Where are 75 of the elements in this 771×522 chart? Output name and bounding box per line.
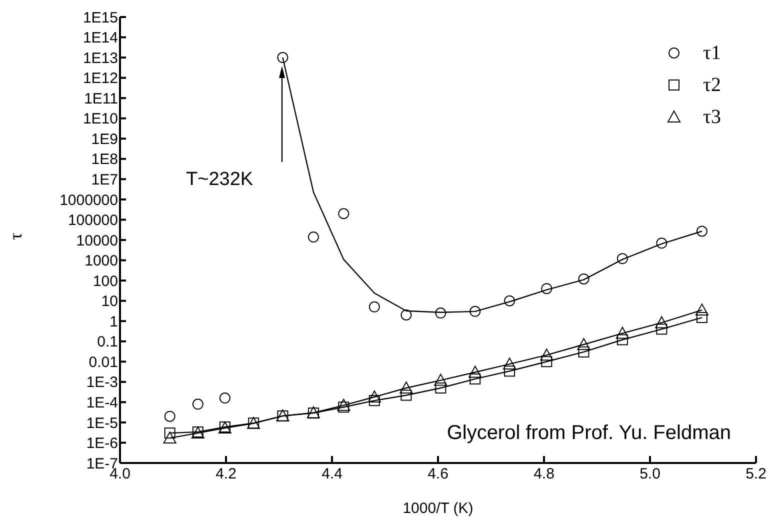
point (192, 398, 204, 410)
y-tick-label: 1000 (84, 252, 118, 270)
point (541, 356, 552, 368)
annotation: Glycerol from Prof. Yu. Feldman (446, 422, 731, 445)
y-tick-label: 1E10 (82, 110, 118, 128)
point (164, 428, 176, 439)
y-axis-title: τ (5, 232, 26, 240)
y-tick-label: 1E11 (84, 90, 118, 108)
x-tick-label: 5.0 (640, 466, 660, 483)
point (656, 324, 668, 335)
y-tick-label: 1E14 (82, 30, 118, 47)
y-tick-label: 1 (110, 313, 118, 330)
point (435, 308, 446, 319)
x-axis-title: 1000/T (K) (402, 500, 474, 517)
point (308, 232, 319, 243)
x-tick-label: 4.4 (322, 466, 342, 483)
point (696, 312, 708, 324)
point (503, 358, 516, 370)
legend-label: τ1 (702, 42, 721, 64)
point (541, 283, 552, 294)
point (337, 398, 350, 411)
point (577, 338, 590, 350)
point (338, 402, 350, 413)
point (434, 374, 448, 386)
y-tick-label: 1E7 (91, 172, 118, 189)
x-tick-label: 4.6 (428, 466, 448, 483)
y-tick-label: 1E-5 (86, 414, 118, 432)
y-tick-label: 1000000 (60, 192, 118, 209)
point (616, 334, 628, 346)
point (695, 304, 708, 316)
point (400, 309, 412, 320)
y-tick-label: 0.1 (97, 334, 118, 351)
point (219, 392, 230, 404)
point (277, 52, 288, 64)
y-tick-label: 100 (92, 272, 118, 290)
y-tick-label: 1E15 (82, 9, 118, 26)
point (470, 373, 481, 384)
y-tick-label: 1E8 (91, 151, 118, 168)
y-tick-label: 1E12 (82, 70, 118, 88)
point (338, 208, 350, 220)
x-tick-label: 4.8 (534, 466, 554, 483)
legend-label: τ2 (702, 74, 721, 96)
legend-label: τ3 (702, 106, 721, 128)
y-tick-label: 1E-3 (86, 374, 118, 392)
point (656, 238, 668, 249)
point (368, 301, 380, 312)
y-tick-label: 1E-4 (86, 394, 118, 412)
point (504, 295, 516, 306)
x-tick-label: 5.2 (746, 466, 766, 483)
x-tick-label: 4.2 (216, 466, 236, 483)
point (696, 226, 708, 237)
point (578, 346, 590, 358)
point (164, 410, 176, 422)
point (540, 348, 554, 361)
y-tick-label: 100000 (68, 212, 118, 230)
y-tick-label: 1E9 (91, 130, 118, 148)
point (368, 390, 381, 403)
point (578, 273, 590, 284)
point (616, 253, 628, 264)
point (504, 366, 516, 377)
point (435, 382, 446, 394)
point (468, 366, 482, 378)
annotation: T~232K (186, 169, 254, 191)
y-tick-label: 1E13 (82, 50, 118, 67)
y-tick-label: 10000 (76, 232, 118, 250)
point (400, 390, 412, 401)
point (470, 306, 481, 317)
point (400, 382, 413, 394)
y-tick-label: 10 (101, 293, 118, 310)
y-tick-label: 0.01 (88, 354, 118, 371)
point (368, 395, 380, 406)
point (163, 432, 176, 444)
point (616, 326, 629, 339)
point (655, 316, 668, 328)
y-tick-label: 1E-6 (86, 435, 118, 452)
